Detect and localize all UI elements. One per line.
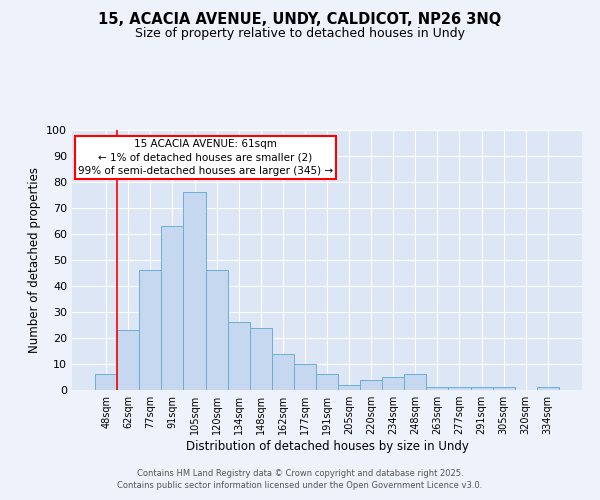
- Bar: [95, 374, 117, 390]
- X-axis label: Distribution of detached houses by size in Undy: Distribution of detached houses by size …: [185, 440, 469, 453]
- Y-axis label: Number of detached properties: Number of detached properties: [28, 167, 41, 353]
- Bar: [294, 364, 316, 390]
- Text: 15, ACACIA AVENUE, UNDY, CALDICOT, NP26 3NQ: 15, ACACIA AVENUE, UNDY, CALDICOT, NP26 …: [98, 12, 502, 28]
- Bar: [360, 380, 382, 390]
- Text: 15 ACACIA AVENUE: 61sqm
← 1% of detached houses are smaller (2)
99% of semi-deta: 15 ACACIA AVENUE: 61sqm ← 1% of detached…: [78, 139, 333, 175]
- Bar: [427, 388, 448, 390]
- Bar: [448, 388, 470, 390]
- Bar: [206, 270, 227, 390]
- Bar: [161, 226, 184, 390]
- Bar: [382, 377, 404, 390]
- Bar: [227, 322, 250, 390]
- Bar: [470, 388, 493, 390]
- Bar: [493, 388, 515, 390]
- Bar: [537, 388, 559, 390]
- Bar: [139, 270, 161, 390]
- Text: Contains public sector information licensed under the Open Government Licence v3: Contains public sector information licen…: [118, 481, 482, 490]
- Bar: [338, 385, 360, 390]
- Bar: [272, 354, 294, 390]
- Text: Size of property relative to detached houses in Undy: Size of property relative to detached ho…: [135, 28, 465, 40]
- Bar: [404, 374, 427, 390]
- Bar: [250, 328, 272, 390]
- Bar: [184, 192, 206, 390]
- Bar: [316, 374, 338, 390]
- Bar: [117, 330, 139, 390]
- Text: Contains HM Land Registry data © Crown copyright and database right 2025.: Contains HM Land Registry data © Crown c…: [137, 468, 463, 477]
